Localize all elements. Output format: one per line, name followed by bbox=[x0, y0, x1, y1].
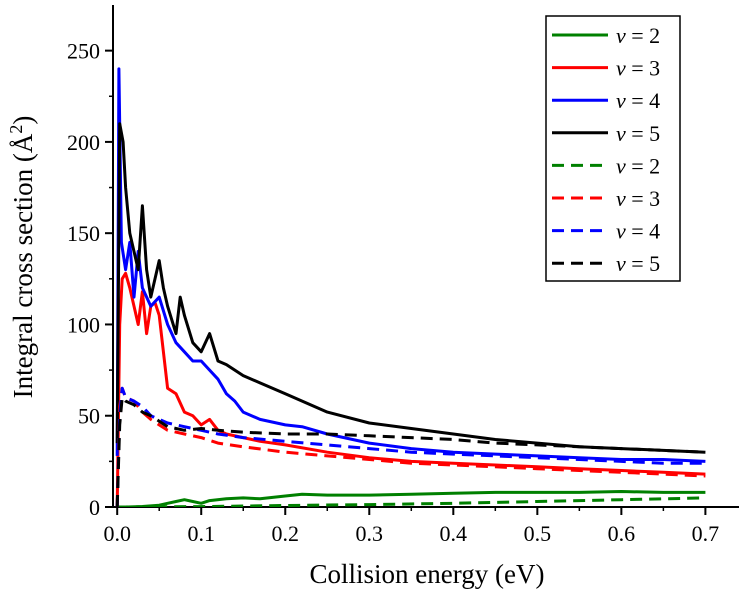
legend: v = 2 v = 3 v = 4 v = 5 v = 2 v = 3 v = 4 v = 5 bbox=[545, 15, 681, 282]
series-line-v5-dashed bbox=[115, 396, 706, 507]
y-tick-label: 0 bbox=[89, 495, 100, 520]
y-tick-label: 150 bbox=[67, 221, 100, 246]
y-axis-title-superscript: 2 bbox=[6, 125, 26, 134]
y-axis-title: Integral cross section (Å2) bbox=[6, 116, 38, 399]
x-tick-label: 0.5 bbox=[524, 521, 552, 546]
x-tick-label: 0.1 bbox=[187, 521, 215, 546]
legend-label: v = 3 bbox=[616, 186, 660, 211]
series-line-v2-solid bbox=[117, 490, 706, 507]
x-axis-title: Collision energy (eV) bbox=[310, 559, 545, 589]
legend-label: v = 2 bbox=[616, 153, 660, 178]
x-tick-label: 0.4 bbox=[440, 521, 468, 546]
y-axis-title-close: ) bbox=[8, 116, 38, 125]
legend-label: v = 5 bbox=[616, 251, 660, 276]
legend-label: v = 5 bbox=[616, 121, 660, 146]
series-line-v4-dashed bbox=[115, 386, 706, 507]
series-line-v2-dashed bbox=[117, 496, 706, 507]
y-tick-label: 50 bbox=[78, 404, 100, 429]
y-tick-label: 250 bbox=[67, 39, 100, 64]
y-tick-label: 100 bbox=[67, 312, 100, 337]
tick-labels: 0.0 0.1 0.2 0.3 0.4 0.5 0.6 0.7 0 50 100 150 200 250 bbox=[67, 39, 719, 546]
series-line-v5-solid bbox=[115, 122, 706, 454]
legend-label: v = 2 bbox=[616, 23, 660, 48]
legend-label: v = 3 bbox=[616, 56, 660, 81]
legend-box bbox=[545, 15, 681, 282]
x-tick-label: 0.0 bbox=[103, 521, 131, 546]
y-axis-title-main: Integral cross section (Å bbox=[8, 133, 38, 398]
x-tick-label: 0.6 bbox=[608, 521, 636, 546]
x-tick-label: 0.3 bbox=[356, 521, 384, 546]
legend-label: v = 4 bbox=[616, 88, 660, 113]
series-line-v4-solid bbox=[115, 67, 706, 463]
x-tick-label: 0.7 bbox=[692, 521, 720, 546]
y-tick-label: 200 bbox=[67, 130, 100, 155]
series-line-v3-solid bbox=[115, 271, 706, 507]
series-layer bbox=[115, 67, 706, 507]
legend-label: v = 4 bbox=[616, 219, 660, 244]
x-tick-label: 0.2 bbox=[272, 521, 300, 546]
